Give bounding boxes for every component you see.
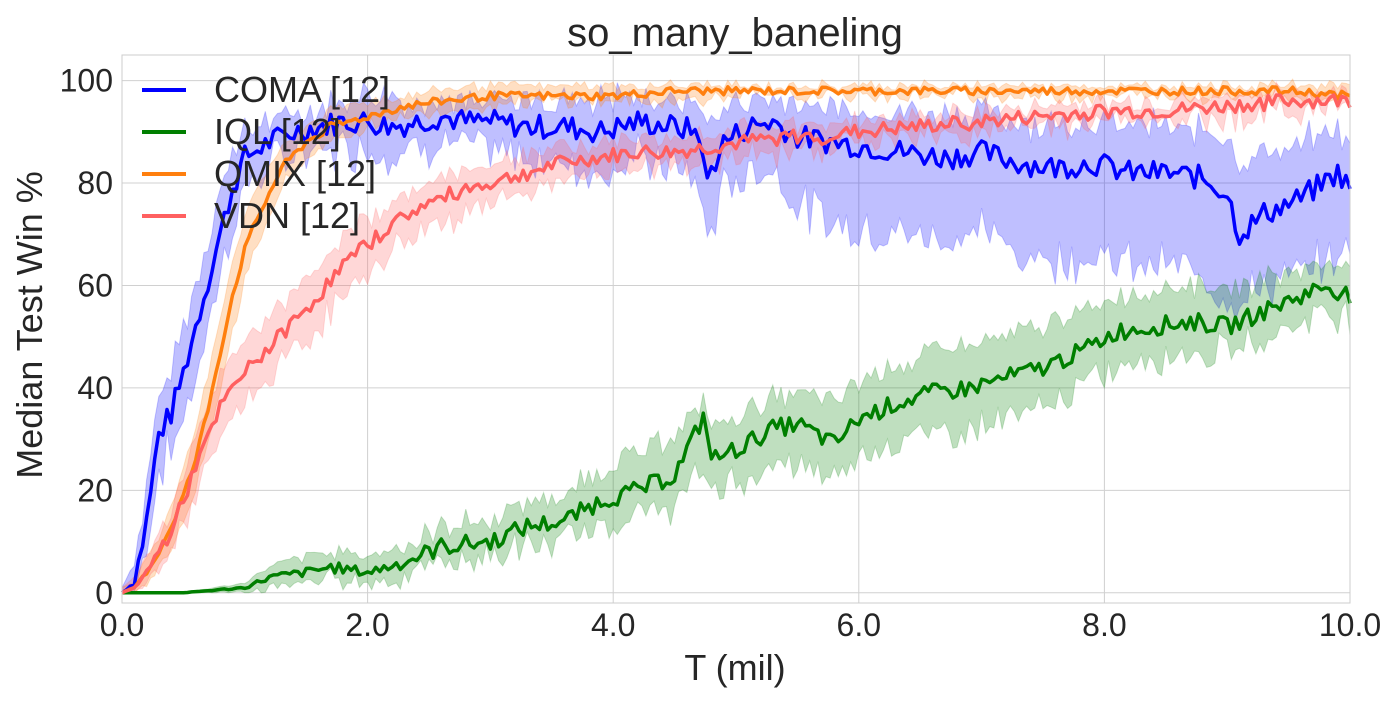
y-tick-label: 20 bbox=[77, 472, 113, 508]
chart-title: so_many_baneling bbox=[567, 11, 903, 55]
series-lines bbox=[121, 85, 1352, 595]
x-tick-label: 2.0 bbox=[345, 607, 389, 643]
x-axis-ticks: 0.0 2.0 4.0 6.0 8.0 10.0 bbox=[100, 607, 1381, 643]
x-tick-label: 6.0 bbox=[837, 607, 881, 643]
legend-label: IQL [12] bbox=[214, 111, 341, 152]
y-axis-label: Median Test Win % bbox=[9, 171, 50, 478]
series-line-3 bbox=[121, 93, 1352, 595]
legend: COMA [12]IQL [12]QMIX [12]VDN [12] bbox=[142, 69, 390, 236]
legend-label: COMA [12] bbox=[214, 69, 390, 110]
legend-label: VDN [12] bbox=[214, 195, 360, 236]
x-axis-label: T (mil) bbox=[684, 647, 785, 688]
y-tick-label: 100 bbox=[60, 63, 113, 99]
series-line-1 bbox=[122, 282, 1352, 595]
y-tick-label: 80 bbox=[77, 165, 113, 201]
x-tick-label: 8.0 bbox=[1082, 607, 1126, 643]
gridlines bbox=[121, 55, 1351, 603]
y-tick-label: 60 bbox=[77, 267, 113, 303]
x-tick-label: 4.0 bbox=[591, 607, 635, 643]
plot-frame bbox=[121, 54, 1351, 604]
y-tick-label: 40 bbox=[77, 370, 113, 406]
series-line-0 bbox=[121, 108, 1352, 595]
series-line-2 bbox=[121, 85, 1351, 595]
x-tick-label: 10.0 bbox=[1319, 607, 1381, 643]
y-axis-ticks: 0 20 40 60 80 100 bbox=[60, 63, 113, 611]
y-tick-label: 0 bbox=[95, 575, 113, 611]
legend-label: QMIX [12] bbox=[214, 153, 376, 194]
x-tick-label: 0.0 bbox=[100, 607, 144, 643]
